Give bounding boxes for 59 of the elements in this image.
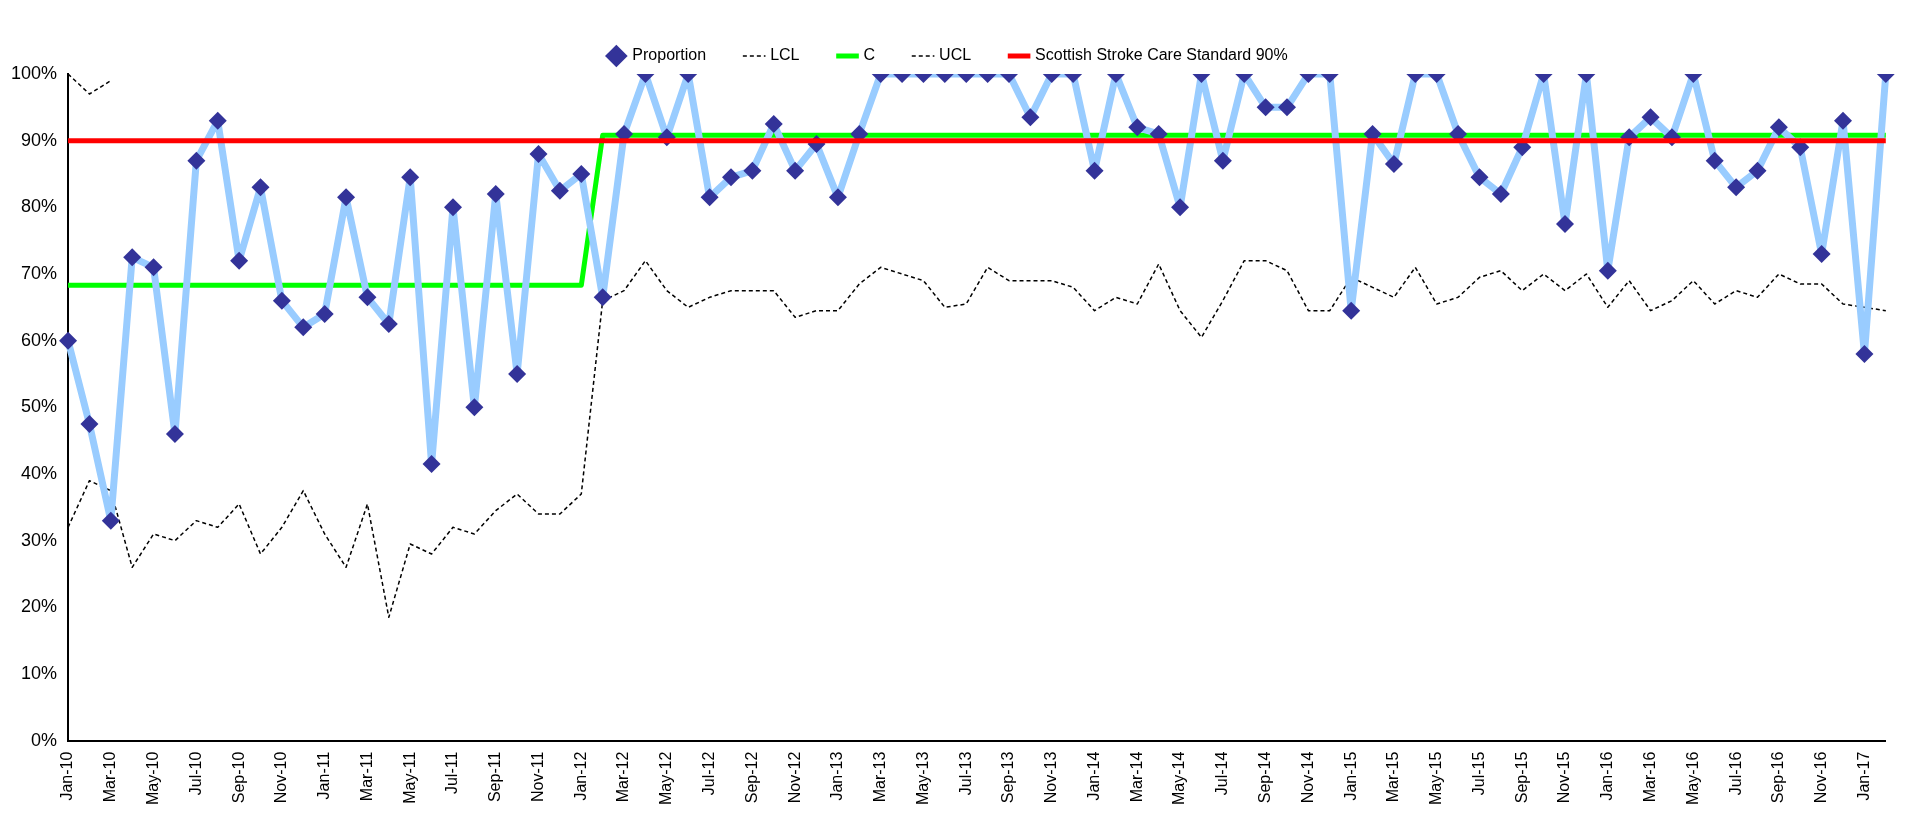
y-tick-label: 100% (10, 62, 58, 83)
x-tick-label: May-12 (657, 751, 675, 806)
x-tick-label: Sep-16 (1769, 751, 1787, 804)
x-tick-label: Sep-15 (1512, 751, 1530, 804)
legend-label: LCL (770, 46, 800, 64)
x-tick-label: Sep-11 (486, 751, 504, 803)
x-tick-label: Nov-11 (528, 751, 546, 803)
y-tick-label: 40% (21, 462, 58, 483)
y-tick-label: 50% (21, 396, 58, 417)
y-tick-label: 20% (21, 596, 58, 617)
x-tick-label: Jan-17 (1854, 751, 1872, 801)
x-tick-label: Mar-15 (1384, 751, 1402, 803)
x-tick-label: May-16 (1683, 751, 1701, 806)
x-tick-label: Sep-10 (229, 751, 247, 804)
x-tick-label: Nov-14 (1298, 751, 1316, 804)
legend-label: Proportion (632, 46, 707, 64)
x-tick-label: Sep-12 (742, 751, 760, 804)
x-tick-label: Mar-13 (871, 751, 889, 803)
x-tick-label: Nov-13 (1042, 751, 1060, 804)
y-tick-label: 90% (21, 129, 58, 150)
x-tick-label: Mar-12 (614, 751, 632, 803)
x-tick-label: May-14 (1170, 751, 1188, 806)
x-tick-label: Mar-14 (1127, 751, 1145, 803)
x-tick-label: Jul-14 (1213, 751, 1231, 796)
x-tick-label: Jul-13 (956, 751, 974, 796)
x-tick-label: Nov-16 (1812, 751, 1830, 804)
x-tick-label: Jan-16 (1598, 751, 1616, 801)
legend-label: UCL (939, 46, 972, 64)
x-tick-label: Jul-15 (1469, 751, 1487, 796)
y-tick-label: 0% (31, 729, 58, 750)
x-tick-label: Jan-13 (828, 751, 846, 801)
y-tick-label: 60% (21, 329, 58, 350)
x-tick-label: Jan-10 (58, 751, 76, 801)
x-tick-label: Mar-11 (357, 751, 375, 802)
x-tick-label: Nov-10 (272, 751, 290, 804)
x-tick-label: May-13 (913, 751, 931, 806)
x-tick-label: Mar-16 (1640, 751, 1658, 803)
x-tick-label: Nov-12 (785, 751, 803, 804)
legend-label: Scottish Stroke Care Standard 90% (1035, 46, 1288, 64)
x-tick-label: Jan-12 (571, 751, 589, 801)
y-tick-label: 30% (21, 529, 58, 550)
x-tick-label: Jan-14 (1084, 751, 1102, 801)
x-tick-label: May-10 (143, 751, 161, 806)
x-tick-label: Sep-14 (1256, 751, 1274, 804)
x-tick-label: Jan-15 (1341, 751, 1359, 801)
x-tick-label: Sep-13 (999, 751, 1017, 804)
x-tick-label: Jul-12 (700, 751, 718, 796)
x-tick-label: May-11 (400, 751, 418, 804)
x-tick-label: Nov-15 (1555, 751, 1573, 804)
x-tick-label: Jul-11 (443, 751, 461, 795)
y-tick-label: 10% (21, 662, 58, 683)
legend-label: C (863, 46, 876, 64)
y-tick-label: 70% (21, 262, 58, 283)
y-tick-label: 80% (21, 196, 58, 217)
x-tick-label: Mar-10 (101, 751, 119, 803)
x-tick-label: Jan-11 (315, 751, 333, 800)
x-tick-label: Jul-10 (186, 751, 204, 796)
x-tick-label: Jul-16 (1726, 751, 1744, 796)
x-tick-label: May-15 (1427, 751, 1445, 806)
